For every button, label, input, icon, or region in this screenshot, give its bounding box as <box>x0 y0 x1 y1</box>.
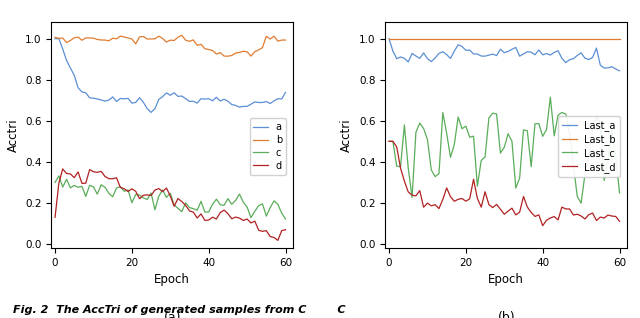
Last_c <box>593 114 600 118</box>
Text: Fig. 2  The AccTri of generated samples from C        C: Fig. 2 The AccTri of generated samples f… <box>13 305 346 315</box>
Last_a <box>508 47 516 51</box>
Last_b <box>508 37 516 41</box>
Last_d <box>439 197 447 201</box>
Line: Last_a: Last_a <box>389 39 620 71</box>
Line: d: d <box>55 169 285 240</box>
Last_c <box>547 95 554 99</box>
c <box>193 208 201 212</box>
c <box>136 193 143 197</box>
c <box>51 180 59 184</box>
Last_b <box>616 37 623 41</box>
Last_a <box>466 48 474 52</box>
Line: Last_c: Last_c <box>389 97 620 203</box>
b <box>224 54 232 58</box>
d <box>178 200 186 204</box>
c <box>109 195 116 199</box>
Last_d <box>431 203 439 207</box>
Last_a <box>616 69 623 73</box>
b <box>51 35 59 39</box>
Line: Last_d: Last_d <box>389 141 620 226</box>
Last_c <box>508 140 516 143</box>
Last_b <box>385 37 393 41</box>
a <box>178 94 186 98</box>
b <box>132 42 140 46</box>
Last_a <box>431 56 439 60</box>
Last_b <box>585 37 593 41</box>
c <box>101 185 109 189</box>
Line: a: a <box>55 39 285 112</box>
a <box>105 98 113 102</box>
c <box>282 217 289 221</box>
d <box>59 167 67 171</box>
d <box>255 228 262 232</box>
d <box>51 215 59 219</box>
Last_b <box>439 37 447 41</box>
b <box>193 44 201 47</box>
a <box>282 90 289 94</box>
Last_c <box>577 201 585 205</box>
Y-axis label: Acctri: Acctri <box>340 118 353 152</box>
Last_c <box>431 175 439 178</box>
a <box>132 100 140 104</box>
d <box>274 238 282 242</box>
Last_d <box>539 224 547 228</box>
Legend: a, b, c, d: a, b, c, d <box>250 118 286 175</box>
b <box>97 38 105 42</box>
Y-axis label: Acctri: Acctri <box>6 118 19 152</box>
a <box>147 110 155 114</box>
a <box>255 100 262 104</box>
b <box>105 39 113 43</box>
a <box>51 37 59 41</box>
c <box>55 174 63 178</box>
Line: b: b <box>55 35 285 56</box>
X-axis label: Epoch: Epoch <box>488 273 524 286</box>
Last_c <box>616 191 623 195</box>
Last_d <box>616 219 623 223</box>
Last_b <box>524 37 531 41</box>
Last_d <box>385 139 393 143</box>
Last_c <box>439 111 447 114</box>
d <box>193 216 201 220</box>
Last_c <box>385 139 393 143</box>
c <box>255 204 262 208</box>
b <box>282 38 289 42</box>
Last_a <box>524 50 531 54</box>
Last_d <box>466 197 474 201</box>
Last_d <box>508 206 516 210</box>
Last_d <box>589 211 596 215</box>
a <box>193 101 201 105</box>
d <box>101 175 109 178</box>
Last_a <box>385 37 393 41</box>
a <box>97 98 105 102</box>
Last_a <box>585 58 593 61</box>
X-axis label: Epoch: Epoch <box>154 273 190 286</box>
Line: c: c <box>55 176 285 219</box>
Text: (b): (b) <box>497 311 515 318</box>
Last_d <box>524 205 531 209</box>
Last_c <box>524 129 531 133</box>
b <box>174 35 182 39</box>
c <box>178 210 186 213</box>
d <box>282 228 289 232</box>
Legend: Last_a, Last_b, Last_c, Last_d: Last_a, Last_b, Last_c, Last_d <box>558 116 620 176</box>
d <box>109 177 116 181</box>
Last_a <box>439 50 447 54</box>
Last_b <box>431 37 439 41</box>
Last_b <box>466 37 474 41</box>
d <box>136 197 143 201</box>
Text: (a): (a) <box>163 311 181 318</box>
Last_c <box>466 135 474 139</box>
b <box>259 45 266 49</box>
b <box>178 33 186 37</box>
